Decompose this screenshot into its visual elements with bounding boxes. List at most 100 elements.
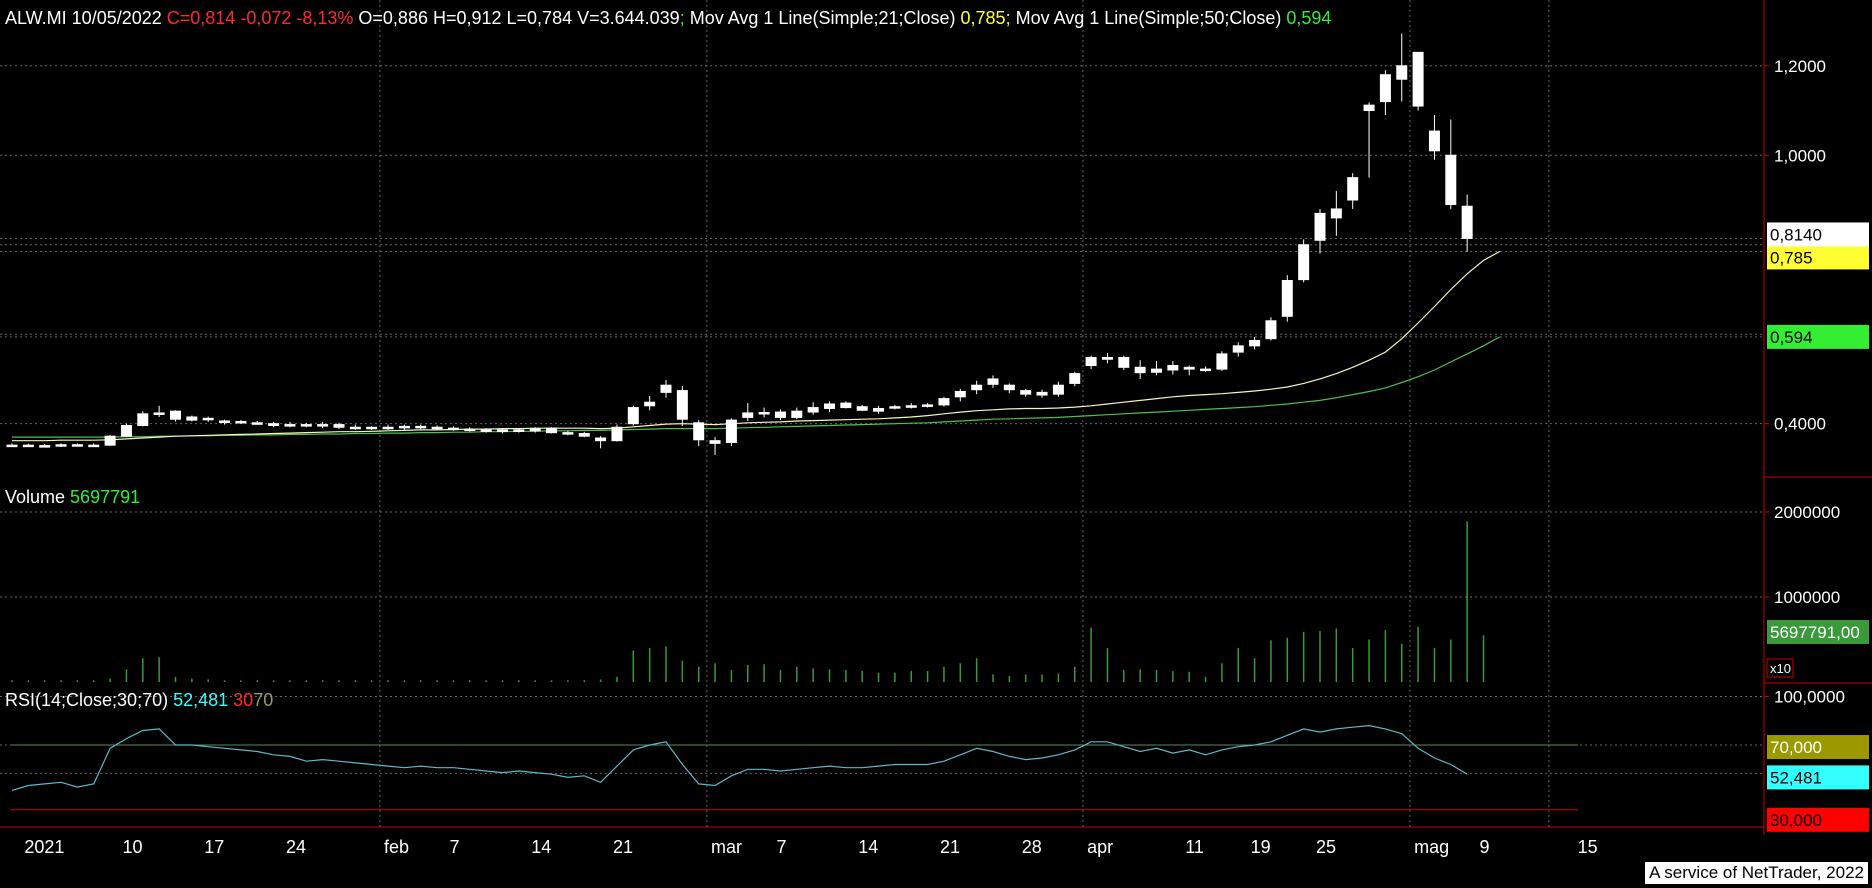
candle-body bbox=[905, 405, 917, 408]
candle-body bbox=[1232, 345, 1244, 353]
header-ma50-label: Mov Avg 1 Line(Simple;50;Close) bbox=[1016, 8, 1287, 28]
candle-body bbox=[922, 404, 934, 407]
candle-body bbox=[1281, 280, 1293, 317]
candle-body bbox=[431, 426, 443, 430]
candle-body bbox=[856, 406, 868, 411]
time-tick-label: 7 bbox=[776, 837, 786, 857]
candle-body bbox=[676, 390, 688, 420]
candle-body bbox=[22, 444, 34, 448]
volume-tick-label: 2000000 bbox=[1774, 503, 1840, 522]
rsi-low: 30 bbox=[233, 690, 253, 710]
time-tick-label: 11 bbox=[1185, 837, 1204, 857]
candle-body bbox=[1396, 65, 1408, 80]
candle-body bbox=[562, 432, 574, 435]
candle-body bbox=[546, 427, 558, 434]
footer-credit: A service of NetTrader, 2022 bbox=[1645, 862, 1868, 884]
candle-body bbox=[1183, 366, 1195, 370]
ma21-line bbox=[12, 250, 1501, 442]
candle-body bbox=[1314, 212, 1326, 241]
volume-last-label-bg bbox=[1767, 620, 1869, 644]
candle-body bbox=[170, 410, 181, 420]
candle-body bbox=[1461, 205, 1473, 239]
header-ma21-value: 0,785 bbox=[961, 8, 1006, 28]
time-tick-label: 15 bbox=[1578, 837, 1598, 857]
price-panel bbox=[6, 33, 1501, 455]
candle-body bbox=[971, 384, 983, 391]
candle-body bbox=[954, 390, 966, 398]
ma50-axis-label-bg bbox=[1767, 324, 1869, 349]
time-tick-label: 2021 bbox=[24, 837, 64, 857]
candle-body bbox=[464, 428, 476, 432]
time-tick-label: feb bbox=[384, 837, 409, 857]
ma50-axis-label: 0,594 bbox=[1770, 328, 1813, 347]
time-axis: 2021 10 17 24 feb 7 14 21 mar 7 14 21 28 apr 11 19 25 mag… bbox=[24, 837, 1597, 857]
candle-body bbox=[1036, 391, 1048, 396]
candle-body bbox=[284, 424, 296, 427]
last-close-label-bg bbox=[1767, 222, 1869, 247]
candle-body bbox=[480, 429, 492, 432]
candle-body bbox=[873, 407, 885, 412]
candle-body bbox=[1167, 365, 1179, 371]
candle-body bbox=[840, 402, 852, 409]
volume-panel bbox=[11, 521, 1485, 682]
candle-body bbox=[137, 413, 149, 426]
price-tick-label: 1,0000 bbox=[1774, 146, 1826, 165]
candle-body bbox=[300, 424, 312, 427]
last-close-label: 0,8140 bbox=[1770, 225, 1822, 244]
rsi-30-axis-label: 30,000 bbox=[1770, 811, 1822, 830]
rsi-tick-label: 100,0000 bbox=[1774, 687, 1845, 706]
price-header: ALW.MI 10/05/2022 C=0,814 -0,072 -8,13% … bbox=[5, 8, 1331, 28]
header-ma21-label: Mov Avg 1 Line(Simple;21;Close) bbox=[690, 8, 961, 28]
candle-body bbox=[1412, 51, 1424, 107]
candle-body bbox=[824, 403, 835, 409]
candle-body bbox=[104, 435, 116, 446]
candle-body bbox=[987, 378, 999, 385]
rsi-30-axis-label-bg bbox=[1767, 807, 1869, 832]
header-ohlcv: O=0,886 H=0,912 L=0,784 V=3.644.039 bbox=[358, 8, 679, 28]
rsi-high: 70 bbox=[253, 690, 273, 710]
time-tick-label: 21 bbox=[940, 837, 960, 857]
candle-body bbox=[1200, 368, 1212, 372]
rsi-line bbox=[11, 724, 1468, 791]
candle-body bbox=[268, 423, 280, 426]
candle-body bbox=[497, 429, 508, 432]
volume-value: 5697791 bbox=[70, 487, 140, 507]
candle-body bbox=[578, 433, 590, 437]
candle-body bbox=[88, 444, 100, 448]
candle-body bbox=[1052, 384, 1064, 395]
candle-body bbox=[644, 401, 656, 407]
candle-body bbox=[660, 384, 672, 393]
candle-body bbox=[447, 427, 459, 431]
candle-body bbox=[39, 445, 51, 448]
candle-body bbox=[415, 425, 427, 429]
candle-body bbox=[791, 410, 803, 418]
volume-last-label: 5697791,00 bbox=[1770, 623, 1860, 642]
candle-body bbox=[186, 416, 198, 421]
candle-body bbox=[55, 444, 67, 447]
candle-body bbox=[382, 426, 394, 430]
time-tick-label: 19 bbox=[1251, 837, 1271, 857]
candle-body bbox=[611, 426, 623, 442]
candle-body bbox=[349, 426, 361, 430]
time-tick-label: 9 bbox=[1480, 837, 1490, 857]
ma21-axis-label: 0,785 bbox=[1770, 248, 1813, 267]
candle-body bbox=[1101, 356, 1113, 360]
candle-body bbox=[774, 411, 786, 418]
candle-body bbox=[71, 444, 83, 447]
volume-scale-note: x10 bbox=[1770, 661, 1791, 676]
rsi-value-axis-label: 52,481 bbox=[1770, 768, 1822, 787]
rsi-label: RSI(14;Close;30;70) bbox=[5, 690, 173, 710]
header-sep: ; bbox=[1006, 8, 1016, 28]
volume-label: Volume bbox=[5, 487, 70, 507]
time-tick-label: mag bbox=[1414, 837, 1449, 857]
candle-body bbox=[742, 412, 754, 418]
rsi-panel bbox=[10, 724, 1578, 811]
time-tick-label: 7 bbox=[449, 837, 459, 857]
time-tick-label: 17 bbox=[204, 837, 224, 857]
candle-body bbox=[725, 419, 737, 443]
header-symbol-date: ALW.MI 10/05/2022 bbox=[5, 8, 167, 28]
price-tick-label: 0,4000 bbox=[1774, 415, 1826, 434]
candle-body bbox=[1118, 356, 1130, 368]
candle-body bbox=[709, 440, 721, 444]
